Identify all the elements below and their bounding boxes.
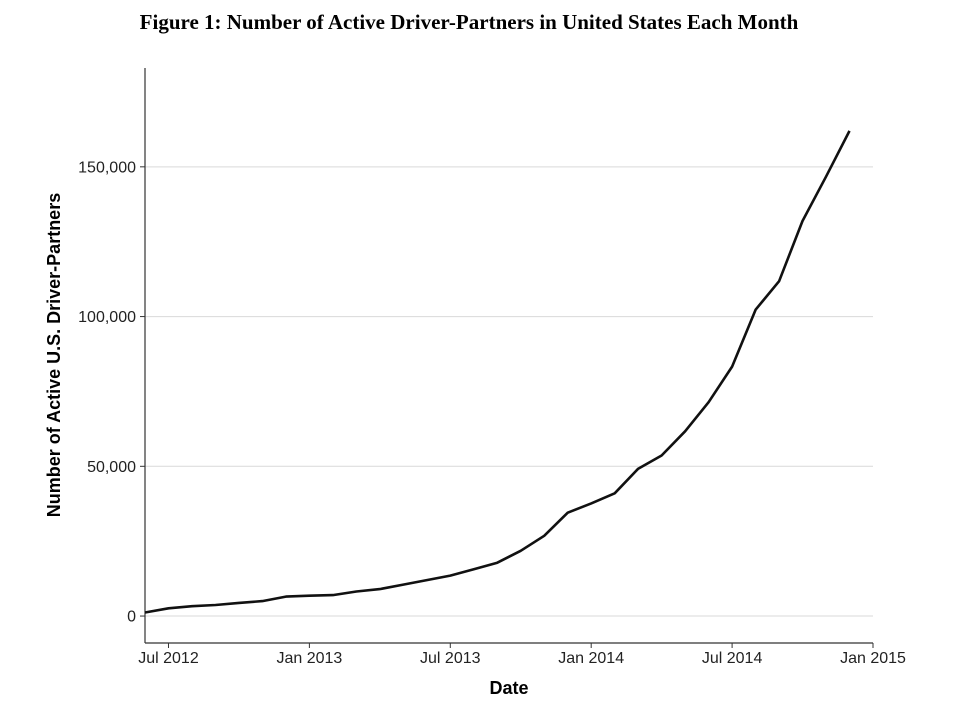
x-axis-ticks: Jul 2012 Jan 2013 Jul 2013 Jan 2014 Jul 2014… xyxy=(138,643,906,667)
gridlines xyxy=(145,166,873,617)
x-tick-label-3: Jan 2014 xyxy=(558,650,624,667)
chart-title: Figure 1: Number of Active Driver-Partne… xyxy=(140,10,799,34)
x-tick-label-4: Jul 2014 xyxy=(702,650,763,667)
y-axis-ticks: 0 50,000 100,000 150,000 xyxy=(78,159,145,626)
x-tick-label-1: Jan 2013 xyxy=(276,650,342,667)
y-tick-label-3: 150,000 xyxy=(78,159,136,176)
y-tick-label-2: 100,000 xyxy=(78,309,136,326)
axes xyxy=(144,68,873,644)
y-tick-label-1: 50,000 xyxy=(87,459,136,476)
x-tick-label-5: Jan 2015 xyxy=(840,650,906,667)
y-tick-label-0: 0 xyxy=(127,609,136,626)
x-tick-label-2: Jul 2013 xyxy=(420,650,481,667)
x-tick-label-0: Jul 2012 xyxy=(138,650,199,667)
series-line-0 xyxy=(144,130,851,614)
x-axis-label: Date xyxy=(489,678,528,698)
y-axis-label: Number of Active U.S. Driver-Partners xyxy=(44,193,64,517)
series xyxy=(144,130,851,614)
